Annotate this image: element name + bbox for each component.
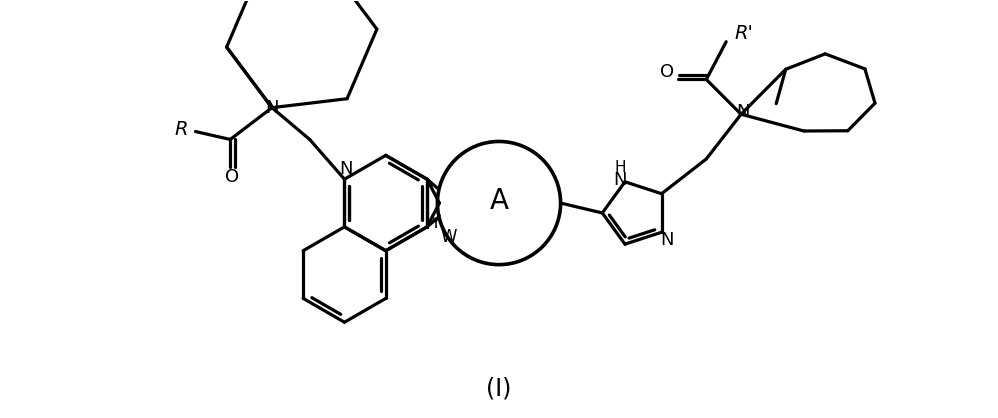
Text: N: N <box>737 103 749 121</box>
Text: R: R <box>175 120 189 139</box>
Text: (I): (I) <box>486 377 512 401</box>
Text: N: N <box>339 160 353 178</box>
Text: O: O <box>660 63 674 81</box>
Text: W: W <box>441 228 457 246</box>
Text: N: N <box>613 171 627 189</box>
Text: H: H <box>614 161 626 176</box>
Text: Y: Y <box>430 214 440 232</box>
Text: O: O <box>226 168 240 186</box>
Text: N: N <box>265 99 278 117</box>
Text: A: A <box>489 187 509 215</box>
Text: R': R' <box>735 24 753 43</box>
Text: N: N <box>660 231 674 249</box>
